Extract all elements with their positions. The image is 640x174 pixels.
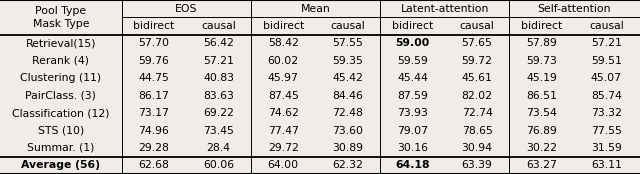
Text: 59.72: 59.72 bbox=[461, 56, 493, 66]
Text: 62.32: 62.32 bbox=[332, 160, 364, 170]
Text: bidirect: bidirect bbox=[521, 21, 563, 31]
Text: 59.35: 59.35 bbox=[332, 56, 364, 66]
Text: Retrieval(15): Retrieval(15) bbox=[26, 38, 96, 49]
Text: 59.59: 59.59 bbox=[397, 56, 428, 66]
Text: 73.17: 73.17 bbox=[138, 108, 170, 118]
Text: 57.65: 57.65 bbox=[461, 38, 493, 49]
Text: 77.55: 77.55 bbox=[591, 125, 622, 136]
Text: causal: causal bbox=[460, 21, 495, 31]
Text: 57.21: 57.21 bbox=[203, 56, 234, 66]
Text: 57.89: 57.89 bbox=[526, 38, 557, 49]
Text: 30.16: 30.16 bbox=[397, 143, 428, 153]
Text: 87.45: 87.45 bbox=[268, 91, 299, 101]
Text: causal: causal bbox=[589, 21, 624, 31]
Text: Latent-attention: Latent-attention bbox=[401, 4, 489, 14]
Text: EOS: EOS bbox=[175, 4, 198, 14]
Text: PairClass. (3): PairClass. (3) bbox=[26, 91, 96, 101]
Text: 60.06: 60.06 bbox=[203, 160, 234, 170]
Text: 87.59: 87.59 bbox=[397, 91, 428, 101]
Text: 73.32: 73.32 bbox=[591, 108, 622, 118]
Text: bidirect: bidirect bbox=[392, 21, 433, 31]
Text: 86.17: 86.17 bbox=[138, 91, 170, 101]
Text: 63.27: 63.27 bbox=[526, 160, 557, 170]
Text: Mean: Mean bbox=[301, 4, 330, 14]
Text: 59.76: 59.76 bbox=[138, 56, 170, 66]
Text: 30.89: 30.89 bbox=[332, 143, 364, 153]
Text: bidirect: bidirect bbox=[262, 21, 304, 31]
Text: Summar. (1): Summar. (1) bbox=[27, 143, 95, 153]
Text: Self-attention: Self-attention bbox=[538, 4, 611, 14]
Text: 59.73: 59.73 bbox=[526, 56, 557, 66]
Text: bidirect: bidirect bbox=[133, 21, 175, 31]
Text: 63.39: 63.39 bbox=[461, 160, 493, 170]
Text: 45.42: 45.42 bbox=[332, 73, 364, 83]
Text: 83.63: 83.63 bbox=[203, 91, 234, 101]
Text: 31.59: 31.59 bbox=[591, 143, 622, 153]
Text: 77.47: 77.47 bbox=[268, 125, 299, 136]
Text: 73.93: 73.93 bbox=[397, 108, 428, 118]
Text: 45.19: 45.19 bbox=[526, 73, 557, 83]
Text: 63.11: 63.11 bbox=[591, 160, 622, 170]
Text: 62.68: 62.68 bbox=[138, 160, 170, 170]
Text: 72.74: 72.74 bbox=[461, 108, 493, 118]
Text: 45.44: 45.44 bbox=[397, 73, 428, 83]
Text: 78.65: 78.65 bbox=[461, 125, 493, 136]
Text: 57.55: 57.55 bbox=[332, 38, 364, 49]
Text: 45.61: 45.61 bbox=[461, 73, 493, 83]
Text: 59.00: 59.00 bbox=[396, 38, 429, 49]
Text: 59.51: 59.51 bbox=[591, 56, 622, 66]
Text: 30.22: 30.22 bbox=[526, 143, 557, 153]
Text: 45.07: 45.07 bbox=[591, 73, 622, 83]
Text: 57.70: 57.70 bbox=[138, 38, 170, 49]
Text: 64.18: 64.18 bbox=[396, 160, 429, 170]
Text: 30.94: 30.94 bbox=[461, 143, 493, 153]
Text: 57.21: 57.21 bbox=[591, 38, 622, 49]
Text: 29.28: 29.28 bbox=[138, 143, 170, 153]
Text: 84.46: 84.46 bbox=[332, 91, 364, 101]
Text: 58.42: 58.42 bbox=[268, 38, 299, 49]
Text: 73.60: 73.60 bbox=[332, 125, 364, 136]
Text: 56.42: 56.42 bbox=[203, 38, 234, 49]
Text: 64.00: 64.00 bbox=[268, 160, 299, 170]
Text: 74.62: 74.62 bbox=[268, 108, 299, 118]
Text: causal: causal bbox=[330, 21, 365, 31]
Text: 44.75: 44.75 bbox=[138, 73, 170, 83]
Text: 73.45: 73.45 bbox=[203, 125, 234, 136]
Text: 85.74: 85.74 bbox=[591, 91, 622, 101]
Text: 60.02: 60.02 bbox=[268, 56, 299, 66]
Text: Clustering (11): Clustering (11) bbox=[20, 73, 101, 83]
Text: 73.54: 73.54 bbox=[526, 108, 557, 118]
Text: Pool Type
Mask Type: Pool Type Mask Type bbox=[33, 6, 89, 29]
Text: 76.89: 76.89 bbox=[526, 125, 557, 136]
Text: 69.22: 69.22 bbox=[203, 108, 234, 118]
Text: 29.72: 29.72 bbox=[268, 143, 299, 153]
Text: Classification (12): Classification (12) bbox=[12, 108, 109, 118]
Text: 82.02: 82.02 bbox=[461, 91, 493, 101]
Text: 79.07: 79.07 bbox=[397, 125, 428, 136]
Text: 86.51: 86.51 bbox=[526, 91, 557, 101]
Text: 45.97: 45.97 bbox=[268, 73, 299, 83]
Text: STS (10): STS (10) bbox=[38, 125, 84, 136]
Text: 40.83: 40.83 bbox=[203, 73, 234, 83]
Text: causal: causal bbox=[201, 21, 236, 31]
Text: 72.48: 72.48 bbox=[332, 108, 364, 118]
Text: 74.96: 74.96 bbox=[138, 125, 170, 136]
Text: Rerank (4): Rerank (4) bbox=[32, 56, 90, 66]
Text: 28.4: 28.4 bbox=[207, 143, 230, 153]
Text: Average (56): Average (56) bbox=[21, 160, 100, 170]
